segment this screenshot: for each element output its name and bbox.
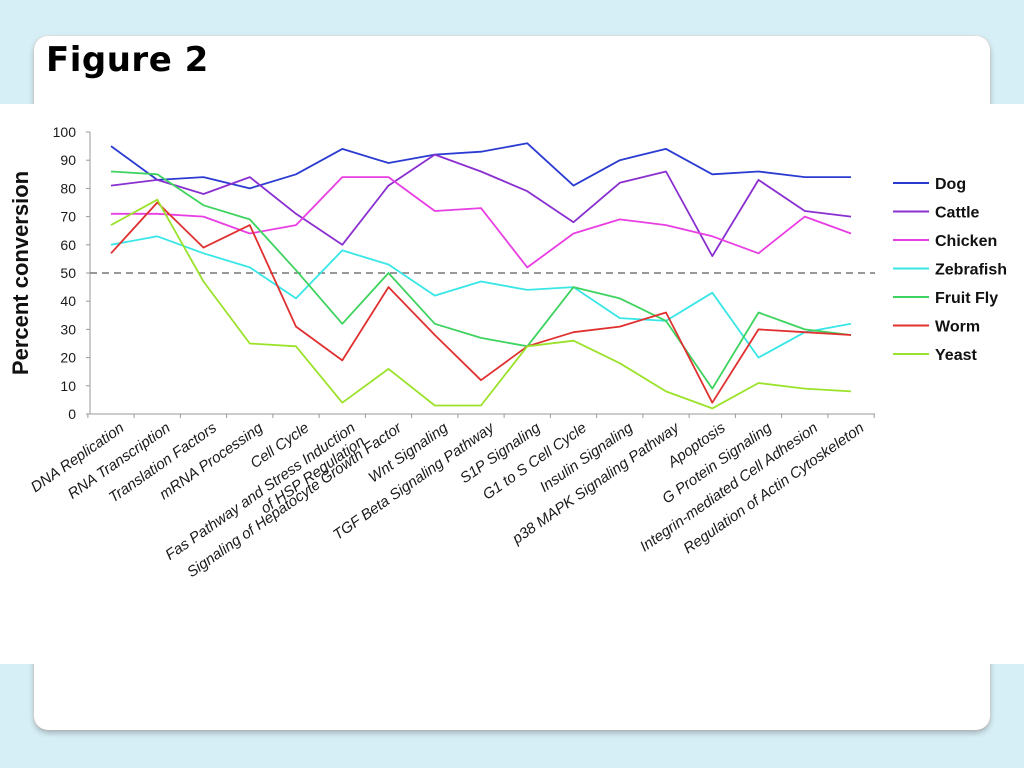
y-tick-label: 40 bbox=[60, 293, 76, 309]
y-tick-label: 30 bbox=[60, 321, 76, 337]
y-tick-label: 80 bbox=[60, 180, 76, 196]
legend-label: Worm bbox=[935, 319, 980, 336]
y-tick-label: 70 bbox=[60, 209, 76, 225]
legend-label: Fruit Fly bbox=[935, 290, 998, 307]
line-chart: 0 10 20 30 40 50 60 70 80 90 100 Percent conversion… bbox=[8, 124, 1007, 581]
y-tick-label: 100 bbox=[53, 124, 77, 140]
series-line-dog bbox=[110, 142, 851, 190]
y-tick-label: 0 bbox=[68, 406, 76, 422]
legend-label: Chicken bbox=[935, 233, 997, 250]
chart-panel: 0 10 20 30 40 50 60 70 80 90 100 Percent conversion… bbox=[0, 104, 1024, 664]
y-tick-label: 50 bbox=[60, 265, 76, 281]
series-line-yeast bbox=[110, 198, 852, 410]
legend-label: Yeast bbox=[935, 347, 977, 364]
series-line-fruit-fly bbox=[110, 170, 852, 390]
series-line-zebrafish bbox=[110, 235, 852, 359]
y-tick-label: 20 bbox=[60, 350, 76, 366]
y-tick-label: 10 bbox=[60, 378, 76, 394]
series-line-cattle bbox=[110, 153, 852, 258]
y-tick-label: 60 bbox=[60, 237, 76, 253]
legend-label: Zebrafish bbox=[935, 262, 1007, 279]
y-axis-title: Percent conversion bbox=[8, 171, 33, 375]
legend-label: Cattle bbox=[935, 205, 980, 222]
y-tick-label: 90 bbox=[60, 152, 76, 168]
series-line-chicken bbox=[111, 176, 852, 269]
series-line-worm bbox=[110, 201, 852, 404]
slide-title: Figure 2 bbox=[46, 40, 209, 80]
legend-label: Dog bbox=[935, 176, 966, 193]
